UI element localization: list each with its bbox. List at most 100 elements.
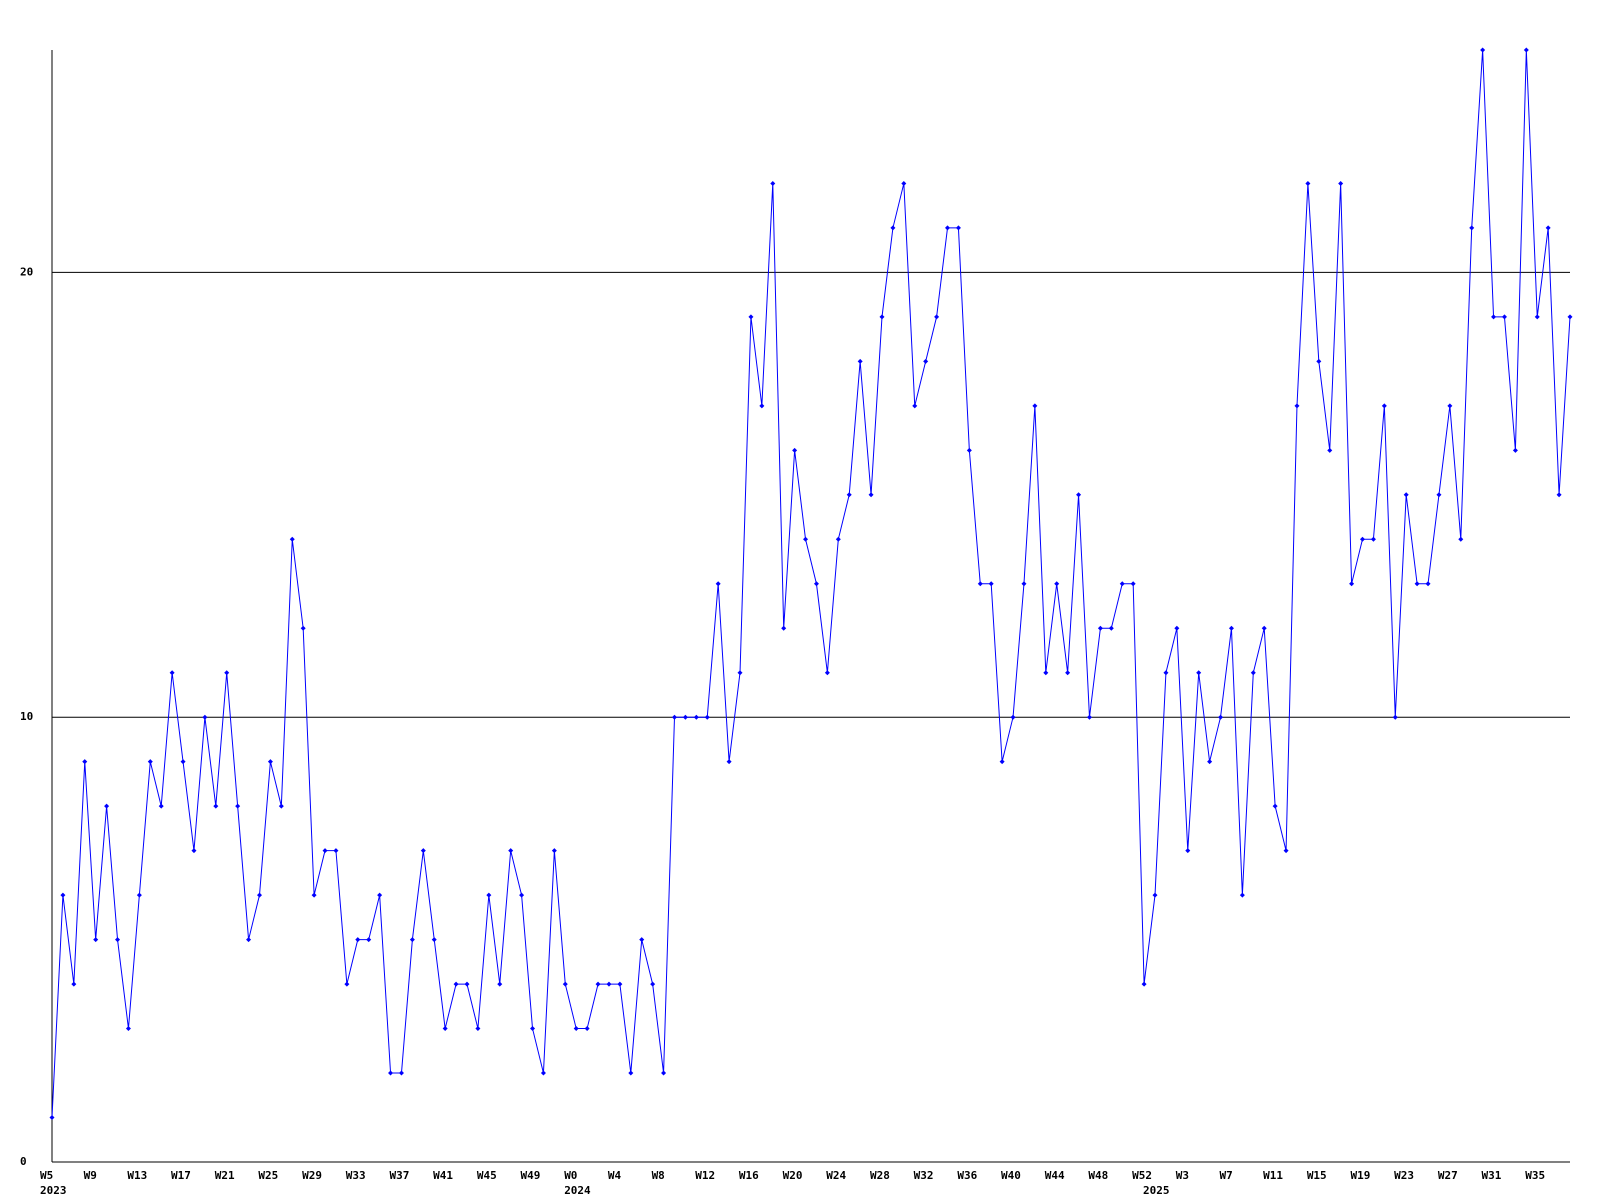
data-point (1043, 670, 1049, 676)
data-point (693, 714, 699, 720)
data-point (726, 759, 732, 765)
data-point (661, 1070, 667, 1076)
data-point (1261, 625, 1267, 631)
data-point (453, 981, 459, 987)
data-point (475, 1026, 481, 1032)
data-point (879, 314, 885, 320)
data-point (202, 714, 208, 720)
data-point (803, 536, 809, 542)
x-tick-label: W36 (957, 1169, 977, 1182)
y-tick-label: 20 (20, 265, 33, 278)
data-point (464, 981, 470, 987)
data-point (1556, 492, 1562, 498)
data-point (835, 536, 841, 542)
data-point (213, 803, 219, 809)
data-point (256, 892, 262, 898)
data-point (125, 1026, 131, 1032)
data-point (82, 759, 88, 765)
x-year-label: 2024 (564, 1184, 591, 1197)
data-point (115, 937, 121, 943)
x-tick-label: W15 (1307, 1169, 1327, 1182)
data-point (606, 981, 612, 987)
data-point (49, 1115, 55, 1121)
data-point (147, 759, 153, 765)
x-tick-label: W41 (433, 1169, 453, 1182)
data-point (966, 447, 972, 453)
data-point (191, 848, 197, 854)
data-point (267, 759, 273, 765)
data-point (1283, 848, 1289, 854)
data-point (1163, 670, 1169, 676)
data-point (1512, 447, 1518, 453)
data-point (1370, 536, 1376, 542)
data-point (1032, 403, 1038, 409)
data-point (715, 581, 721, 587)
data-point (158, 803, 164, 809)
data-point (955, 225, 961, 231)
data-point (901, 180, 907, 186)
data-point (71, 981, 77, 987)
data-point (573, 1026, 579, 1032)
data-point (1305, 180, 1311, 186)
x-year-label: 2025 (1143, 1184, 1170, 1197)
data-point (169, 670, 175, 676)
data-point (562, 981, 568, 987)
data-point (235, 803, 241, 809)
data-point (1196, 670, 1202, 676)
data-point (1250, 670, 1256, 676)
data-point (759, 403, 765, 409)
data-point (1086, 714, 1092, 720)
x-tick-label: W17 (171, 1169, 191, 1182)
y-tick-label: 0 (20, 1155, 27, 1168)
data-point (1458, 536, 1464, 542)
data-point (530, 1026, 536, 1032)
data-point (519, 892, 525, 898)
x-tick-label: W40 (1001, 1169, 1021, 1182)
data-point (1010, 714, 1016, 720)
data-point (1272, 803, 1278, 809)
data-point (442, 1026, 448, 1032)
data-point (781, 625, 787, 631)
data-point (1141, 981, 1147, 987)
data-point (639, 937, 645, 943)
data-point (1567, 314, 1573, 320)
data-point (1054, 581, 1060, 587)
x-tick-label: W21 (215, 1169, 235, 1182)
data-point (912, 403, 918, 409)
data-point (1207, 759, 1213, 765)
data-point (595, 981, 601, 987)
x-tick-label: W4 (608, 1169, 622, 1182)
data-point (1469, 225, 1475, 231)
data-point (671, 714, 677, 720)
data-point (508, 848, 514, 854)
data-point (420, 848, 426, 854)
data-point (289, 536, 295, 542)
data-point (1239, 892, 1245, 898)
x-tick-label: W13 (127, 1169, 147, 1182)
data-point (377, 892, 383, 898)
data-point (104, 803, 110, 809)
data-point (93, 937, 99, 943)
data-point (792, 447, 798, 453)
x-tick-label: W28 (870, 1169, 890, 1182)
data-point (540, 1070, 546, 1076)
data-point (813, 581, 819, 587)
data-point (1360, 536, 1366, 542)
data-point (748, 314, 754, 320)
data-point (431, 937, 437, 943)
x-tick-label: W23 (1394, 1169, 1414, 1182)
x-tick-label: W45 (477, 1169, 497, 1182)
data-point (934, 314, 940, 320)
x-tick-label: W24 (826, 1169, 846, 1182)
data-point (1152, 892, 1158, 898)
data-point (945, 225, 951, 231)
x-tick-label: W49 (521, 1169, 541, 1182)
data-point (1392, 714, 1398, 720)
x-tick-label: W20 (783, 1169, 803, 1182)
x-tick-label: W3 (1176, 1169, 1189, 1182)
data-point (857, 358, 863, 364)
x-tick-label: W11 (1263, 1169, 1283, 1182)
x-tick-label: W19 (1351, 1169, 1371, 1182)
data-point (136, 892, 142, 898)
